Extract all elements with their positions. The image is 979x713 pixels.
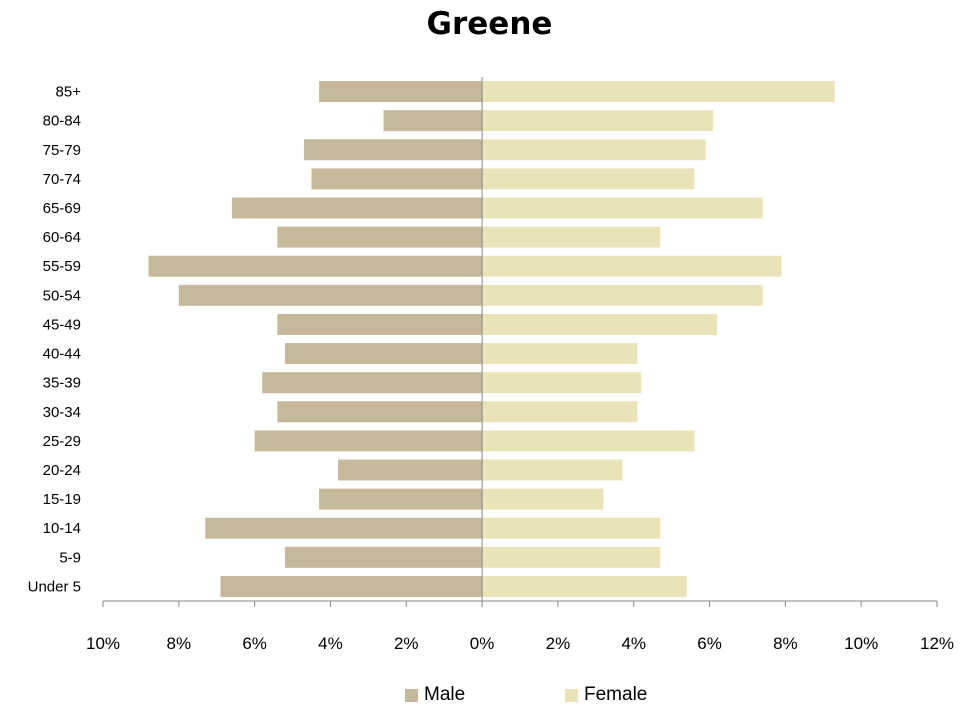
chart-legend: Male Female: [0, 684, 979, 708]
bar-male-65-69: [231, 197, 483, 219]
bar-female-40-44: [482, 343, 638, 365]
chart-title: Greene: [426, 6, 553, 42]
legend-item-male: Male: [405, 684, 465, 706]
bar-male-20-24: [338, 459, 483, 481]
bar-female-65-69: [482, 197, 763, 219]
bar-male-50-54: [178, 284, 483, 306]
bar-male-70-74: [311, 168, 483, 190]
category-label: 65-69: [43, 200, 81, 217]
x-tick-label: 0%: [470, 634, 495, 653]
category-label: 25-29: [43, 433, 81, 450]
x-tick-label: 8%: [167, 634, 192, 653]
category-label: 75-79: [43, 142, 81, 159]
bar-female-70-74: [482, 168, 695, 190]
x-tick-label: 2%: [394, 634, 419, 653]
bar-male-10-14: [205, 517, 483, 539]
bar-male-80-84: [383, 110, 483, 132]
bar-female-5-9: [482, 546, 661, 568]
category-label: 40-44: [43, 346, 81, 363]
bar-male-45-49: [277, 313, 483, 335]
bar-female-50-54: [482, 284, 763, 306]
category-label: 5-9: [59, 549, 81, 566]
category-label: 55-59: [43, 258, 81, 275]
bar-female-25-29: [482, 430, 695, 452]
legend-swatch-male: [405, 688, 418, 702]
bar-female-20-24: [482, 459, 623, 481]
category-label: 50-54: [43, 287, 81, 304]
legend-swatch-female: [565, 688, 578, 702]
category-label: 15-19: [43, 491, 81, 508]
category-label: 20-24: [43, 462, 81, 479]
x-tick-label: 8%: [773, 634, 798, 653]
legend-label-male: Male: [424, 684, 466, 705]
bar-male-40-44: [284, 343, 483, 365]
bar-male-15-19: [319, 488, 483, 510]
x-tick-label: 4%: [318, 634, 343, 653]
bar-male-75-79: [303, 139, 483, 161]
category-label: 45-49: [43, 316, 81, 333]
category-label: 30-34: [43, 404, 81, 421]
bar-female-85+: [482, 81, 835, 103]
bar-female-55-59: [482, 255, 782, 277]
bar-male-85+: [319, 81, 483, 103]
x-tick-label: 6%: [242, 634, 267, 653]
category-label: 80-84: [43, 113, 81, 130]
bar-female-35-39: [482, 372, 642, 394]
bar-female-75-79: [482, 139, 706, 161]
bar-female-10-14: [482, 517, 661, 539]
bar-female-45-49: [482, 313, 718, 335]
x-tick-label: 6%: [697, 634, 722, 653]
x-tick-label: 10%: [86, 634, 120, 653]
bar-female-15-19: [482, 488, 604, 510]
bar-male-30-34: [277, 401, 483, 423]
bar-female-60-64: [482, 226, 661, 248]
x-tick-label: 10%: [844, 634, 878, 653]
x-tick-label: 4%: [621, 634, 646, 653]
x-tick-label: 2%: [546, 634, 571, 653]
category-label: 35-39: [43, 375, 81, 392]
category-label: 85+: [56, 84, 82, 101]
bar-male-25-29: [254, 430, 483, 452]
bar-male-35-39: [262, 372, 483, 394]
bar-female-30-34: [482, 401, 638, 423]
legend-item-female: Female: [565, 684, 647, 706]
bar-male-5-9: [284, 546, 483, 568]
category-label: Under 5: [28, 578, 81, 595]
bar-male-60-64: [277, 226, 483, 248]
chart-plot: Under 5 5-9 10-14 15-19 20-24 25-29 30-34 35-39…: [28, 77, 954, 653]
category-label: 10-14: [43, 520, 81, 537]
bar-male-under-5: [220, 575, 483, 597]
category-label: 70-74: [43, 171, 81, 188]
category-label: 60-64: [43, 229, 81, 246]
x-tick-label: 12%: [920, 634, 954, 653]
bar-female-80-84: [482, 110, 714, 132]
bar-female-under-5: [482, 575, 687, 597]
bar-male-55-59: [148, 255, 483, 277]
legend-label-female: Female: [584, 684, 648, 705]
